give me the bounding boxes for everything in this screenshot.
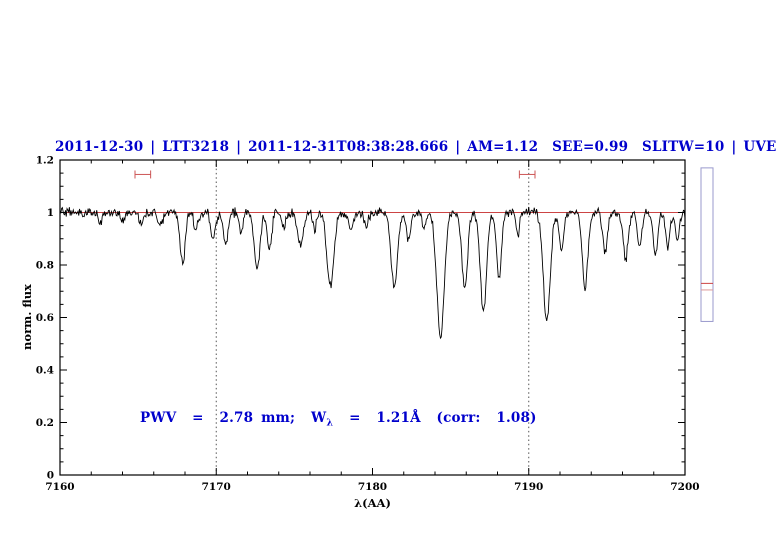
x-tick-label: 7160 bbox=[45, 481, 74, 493]
x-tick-label: 7170 bbox=[202, 481, 231, 493]
x-tick-label: 7190 bbox=[514, 481, 543, 493]
x-axis-label: λ(AA) bbox=[354, 496, 391, 510]
range-marker bbox=[134, 170, 152, 179]
y-tick-label: 0 bbox=[47, 470, 54, 482]
x-tick-label: 7200 bbox=[670, 481, 699, 493]
y-axis-label: norm. flux bbox=[20, 284, 34, 350]
y-tick-label: 0.2 bbox=[36, 417, 54, 429]
pwv-annotation: PWV = 2.78 mm; Wλ = 1.21Å (corr: 1.08) bbox=[140, 410, 537, 429]
y-tick-label: 0.8 bbox=[36, 260, 54, 272]
y-tick-label: 0.4 bbox=[36, 365, 54, 377]
pwv-annotation-part1: PWV = 2.78 mm; W bbox=[140, 410, 327, 426]
range-marker bbox=[518, 170, 536, 179]
pwv-annotation-part2: = 1.21Å (corr: 1.08) bbox=[333, 410, 537, 426]
y-tick-label: 1 bbox=[47, 207, 54, 219]
y-tick-label: 1.2 bbox=[36, 155, 54, 167]
y-tick-label: 0.6 bbox=[36, 312, 54, 324]
pwv-annotation-lambda-sub: λ bbox=[326, 417, 334, 429]
x-tick-label: 7180 bbox=[358, 481, 387, 493]
side-indicator-panel bbox=[700, 167, 714, 322]
spectrum-trace bbox=[59, 206, 686, 340]
